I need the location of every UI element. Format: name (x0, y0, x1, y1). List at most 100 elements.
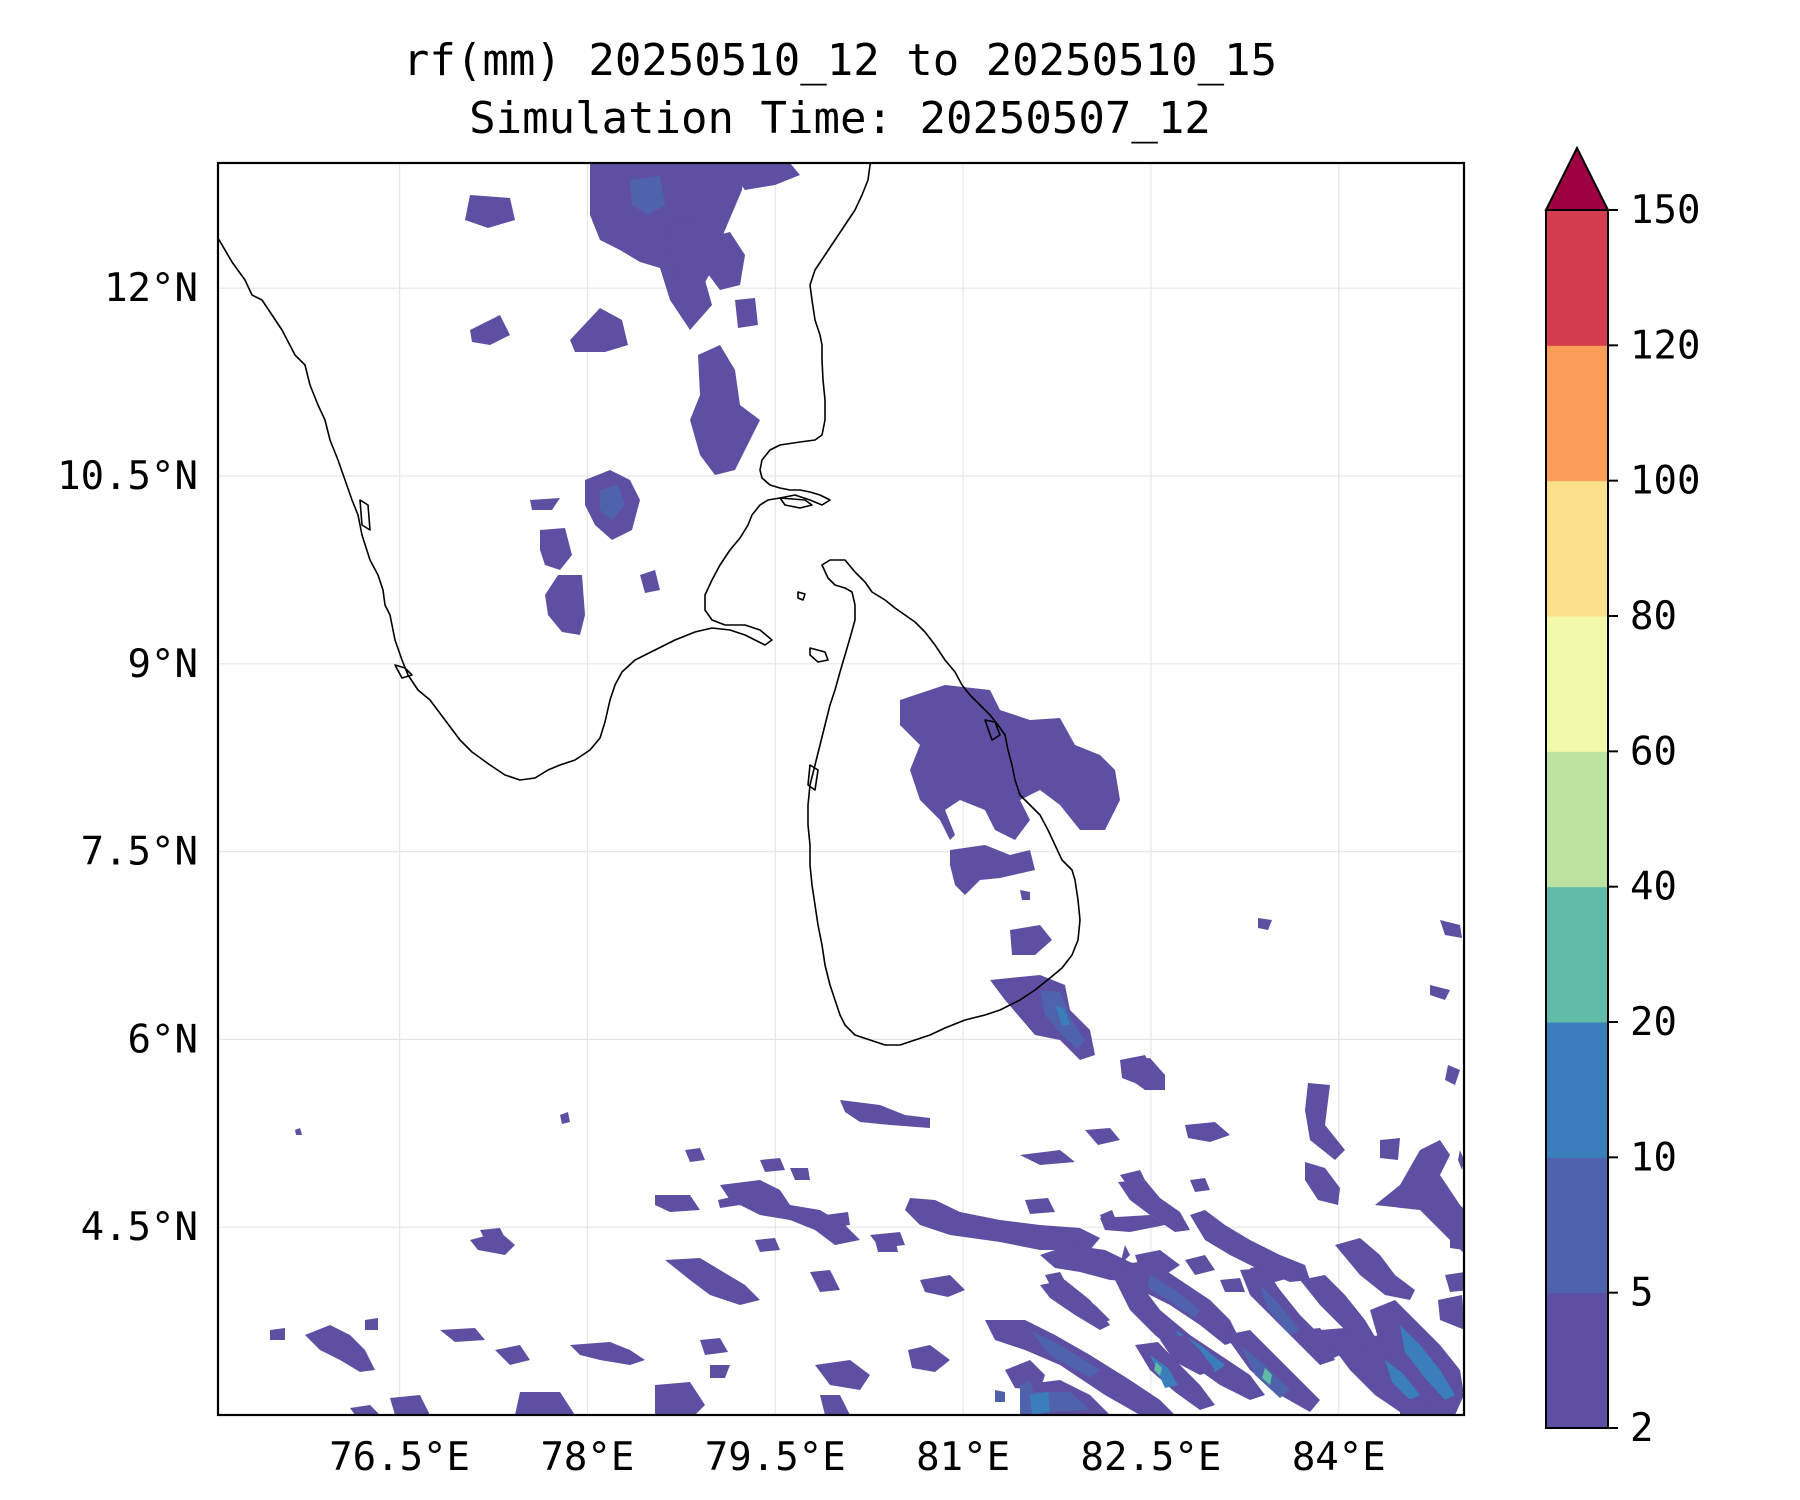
srilanka-coastline (807, 559, 1081, 1046)
rain-cell (600, 485, 625, 520)
lagoon-coastline (984, 719, 1001, 741)
lagoon-coastline (394, 664, 413, 679)
rain-band (1335, 1238, 1415, 1300)
rain-band (655, 1195, 700, 1212)
longitude-tick-labels: 76.5°E 78°E 79.5°E 81°E 82.5°E 84°E (329, 1435, 1386, 1480)
rain-band (1458, 1150, 1464, 1170)
rain-band (1085, 1128, 1120, 1145)
rain-cell (735, 298, 758, 328)
lat-tick-label: 9°N (128, 642, 198, 687)
rain-band (1225, 1330, 1320, 1412)
rain-band (1260, 1285, 1300, 1335)
rain-cell (540, 528, 572, 570)
rain-band (1120, 1245, 1130, 1265)
rain-band (560, 1112, 570, 1124)
colorbar-segment (1546, 616, 1608, 752)
colorbar-segment (1546, 210, 1608, 346)
lat-tick-label: 7.5°N (81, 830, 198, 875)
rain-band (1040, 1280, 1110, 1330)
lat-tick-label: 12°N (104, 266, 198, 311)
rain-band (810, 1270, 840, 1292)
rain-cell (530, 498, 560, 510)
rain-band (1445, 1272, 1464, 1292)
lagoon-coastline (807, 764, 819, 791)
rain-cell (1430, 985, 1450, 1000)
rain-band (995, 1390, 1005, 1402)
rain-band (1020, 1150, 1075, 1165)
colorbar-tick-label: 60 (1630, 729, 1677, 774)
rain-band (1100, 1215, 1165, 1232)
lon-tick-label: 79.5°E (705, 1435, 846, 1480)
lat-tick-label: 6°N (128, 1017, 198, 1062)
gridlines (218, 163, 1464, 1415)
rain-band (1400, 1395, 1430, 1415)
rain-band (710, 1365, 730, 1378)
rain-band (1220, 1278, 1245, 1292)
rain-band (1095, 1262, 1115, 1275)
rain-cell (1440, 920, 1462, 938)
rain-band (665, 1258, 760, 1305)
rain-cell (900, 685, 1120, 840)
colorbar-tick-label: 10 (1630, 1135, 1677, 1180)
rain-cell (668, 215, 718, 300)
rain-band (295, 1128, 302, 1135)
rain-band (1320, 1328, 1410, 1412)
colorbar: 2 5 10 20 40 60 80 100 120 150 (1544, 145, 1700, 1451)
colorbar-segment (1546, 1157, 1608, 1294)
rain-band (755, 1238, 780, 1252)
rain-band (1450, 1238, 1464, 1250)
rain-band (1125, 1058, 1165, 1090)
rain-band (718, 1195, 740, 1208)
lon-tick-label: 81°E (916, 1435, 1010, 1480)
rain-cell (570, 308, 628, 352)
rain-band (570, 1342, 645, 1365)
rain-band (1005, 1360, 1045, 1390)
lagoon-coastline (359, 499, 371, 531)
rain-band (350, 1405, 380, 1415)
rain-band (790, 1168, 810, 1180)
latitude-tick-labels: 12°N 10.5°N 9°N 7.5°N 6°N 4.5°N (57, 266, 198, 1250)
rain-band (1100, 1210, 1118, 1228)
rain-band (655, 1382, 705, 1415)
rain-band (470, 1232, 515, 1255)
colorbar-segment (1546, 886, 1608, 1023)
rain-cell (1020, 890, 1030, 900)
rain-band (1438, 1295, 1464, 1330)
rain-band (840, 1100, 930, 1128)
rain-band (720, 1180, 860, 1245)
rain-band (920, 1275, 965, 1297)
rain-band (390, 1395, 430, 1415)
rain-cell (1055, 1005, 1070, 1025)
rain-band (1185, 1122, 1230, 1142)
rain-band (1380, 1138, 1400, 1160)
rain-band (1154, 1362, 1162, 1376)
colorbar-segment (1546, 751, 1608, 888)
rain-band (1110, 1268, 1265, 1400)
rain-band (1305, 1162, 1340, 1205)
colorbar-tick-label: 100 (1630, 459, 1700, 504)
rain-band (1118, 1180, 1190, 1232)
rain-cell (725, 163, 800, 190)
lat-tick-label: 10.5°N (57, 454, 198, 499)
colorbar-tick-label: 40 (1630, 865, 1677, 910)
map-background (218, 163, 1464, 1415)
rain-band (825, 1212, 850, 1228)
colorbar-tick-label: 2 (1630, 1406, 1653, 1451)
lon-tick-label: 84°E (1292, 1435, 1386, 1480)
figure-title-line-1: rf(mm) 20250510_12 to 20250510_15 (403, 35, 1277, 86)
colorbar-extend-arrow (1544, 145, 1610, 211)
rain-cell (590, 163, 745, 330)
rain-cell (690, 345, 760, 475)
rain-band (270, 1328, 285, 1340)
rain-band (1030, 1330, 1100, 1378)
map-axes (216, 161, 1466, 1417)
figure-title-line-2: Simulation Time: 20250507_12 (469, 93, 1211, 144)
rain-cell (640, 570, 660, 593)
rain-band (875, 1238, 898, 1252)
rain-band (365, 1318, 378, 1330)
rain-band (1025, 1198, 1055, 1214)
colorbar-segment (1546, 345, 1608, 482)
rainfall-field (270, 163, 1464, 1415)
india-coastline (218, 163, 872, 781)
